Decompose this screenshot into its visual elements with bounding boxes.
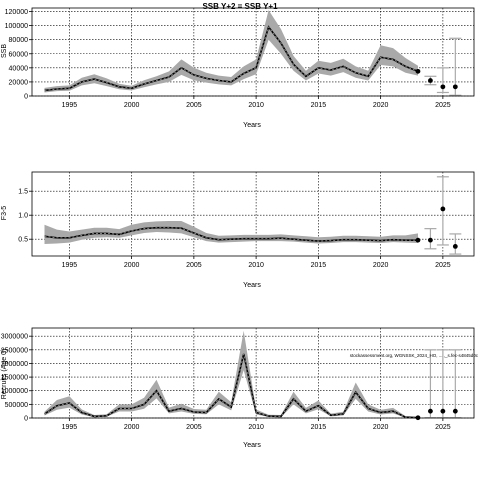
panel-ssb-xtick-label: 2000 [124,102,140,109]
panel-f-confidence-band [44,221,418,244]
panel-recruits-ytick-label: 1500000 [1,375,28,382]
panel-ssb-marks [44,25,462,96]
panel-ssb-confidence-band [44,10,418,93]
panel-ssb-ytick-label: 40000 [9,65,29,72]
panel-f-marks [44,176,462,255]
panel-f-xtick-label: 2020 [373,262,389,269]
panel-recruits-xtick-label: 1995 [62,424,78,431]
panel-ssb-ylabel: SSB [1,44,8,58]
panel-ssb-estimate-dashes [44,26,419,91]
panel-f-xtick-label: 2005 [186,262,202,269]
panel-recruits: 1995 2000 2005 2010 2015 2020 2025 0 500000 10000… [1,327,479,449]
panel-recruits-ytick-label: 1000000 [1,388,28,395]
panel-recruits-grid [32,328,474,419]
panel-ssb-ytick-label: 20000 [9,79,29,86]
panel-recruits-ytick-label: 2000000 [1,361,28,368]
panel-ssb-frame [31,7,475,97]
panel-f-ytick-label: 1.5 [18,189,28,196]
panel-ssb-xtick-label: 2025 [435,102,451,109]
panel-recruits-ylabel: Recruits (Age 0) [1,349,8,400]
panel-recruits-xtick-label: 2020 [373,424,389,431]
panel-recruits-xtick-label: 2015 [311,424,327,431]
panel-ssb-band [44,10,418,93]
panel-recruits-forecast-point [452,408,458,414]
panel-f-xlabel: Years [243,282,261,289]
figure-title: SSB Y+2 = SSB Y+1 [202,2,278,11]
panel-f-ytick-label: 0.5 [18,237,28,244]
panel-f-frame [31,171,475,257]
panel-recruits-frame [31,327,475,419]
panel-recruits-ytick-label: 2500000 [1,347,28,354]
panel-recruits-xlabel: Years [243,442,261,449]
panel-ssb-ytick-label: 60000 [9,51,29,58]
panel-recruits-ytick-label: 0 [24,416,28,423]
panel-ssb-xtick-label: 1995 [62,102,78,109]
panel-ssb-xtick-label: 2005 [186,102,202,109]
panel-ssb-axes: 1995 2000 2005 2010 2015 2020 2025 0 20000 40000 6… [5,7,475,109]
panel-ssb-last-year-point [415,68,421,74]
panel-ssb-ytick-label: 100000 [5,23,28,30]
panel-ssb-xtick-label: 2020 [373,102,389,109]
panel-f-band [44,221,418,244]
panel-ssb-xtick-label: 2010 [248,102,264,109]
source-note: stockassessment.org, WGNSSK_2024_HO, ...… [350,353,479,358]
panel-recruits-forecast-point [440,408,446,414]
panel-f-ytick-label: 1.0 [18,213,28,220]
panel-recruits-xtick-label: 2000 [124,424,140,431]
panel-ssb-forecast-point [440,84,446,90]
panel-f-xtick-label: 2015 [311,262,327,269]
panel-f-xtick-label: 2010 [248,262,264,269]
panel-f-xtick-label: 2025 [435,262,451,269]
panel-ssb-ytick-label: 120000 [5,9,28,16]
panel-f-forecast-point [440,206,446,212]
panel-ssb-xtick-label: 2015 [311,102,327,109]
panel-ssb-xlabel: Years [243,122,261,129]
panel-recruits-marks [44,349,462,421]
panel-f-ylabel: F3-5 [1,206,8,221]
panel-f-xtick-label: 2000 [124,262,140,269]
panel-f-xtick-label: 1995 [62,262,78,269]
panel-f-last-year-point [415,237,421,243]
panel-f-estimate-dashes [44,227,418,242]
panel-recruits-ytick-label: 500000 [5,402,28,409]
panel-f: 1995 2000 2005 2010 2015 2020 2025 0.5 1.0 1.5 Ye… [1,171,475,289]
panel-f-forecast-point [452,244,458,249]
panel-recruits-axes: 1995 2000 2005 2010 2015 2020 2025 0 500000 10000… [1,327,475,431]
panel-ssb-forecast-point [452,84,458,90]
panel-recruits-xtick-label: 2005 [186,424,202,431]
panel-ssb: 1995 2000 2005 2010 2015 2020 2025 0 20000 40000 6… [1,7,475,129]
panel-f-grid [32,172,474,256]
panel-recruits-ytick-label: 3000000 [1,334,28,341]
panel-f-forecast-point [428,237,433,243]
panel-recruits-xtick-label: 2010 [248,424,264,431]
panel-f-axes: 1995 2000 2005 2010 2015 2020 2025 0.5 1.0 1.5 [18,171,475,269]
panel-recruits-estimate-dashes [44,353,419,419]
panel-ssb-ytick-label: 0 [24,94,28,101]
panel-ssb-forecast-point [428,78,433,83]
panel-recruits-forecast-point [428,408,433,414]
panel-ssb-ytick-label: 80000 [9,37,29,44]
panel-recruits-xtick-label: 2025 [435,424,451,431]
